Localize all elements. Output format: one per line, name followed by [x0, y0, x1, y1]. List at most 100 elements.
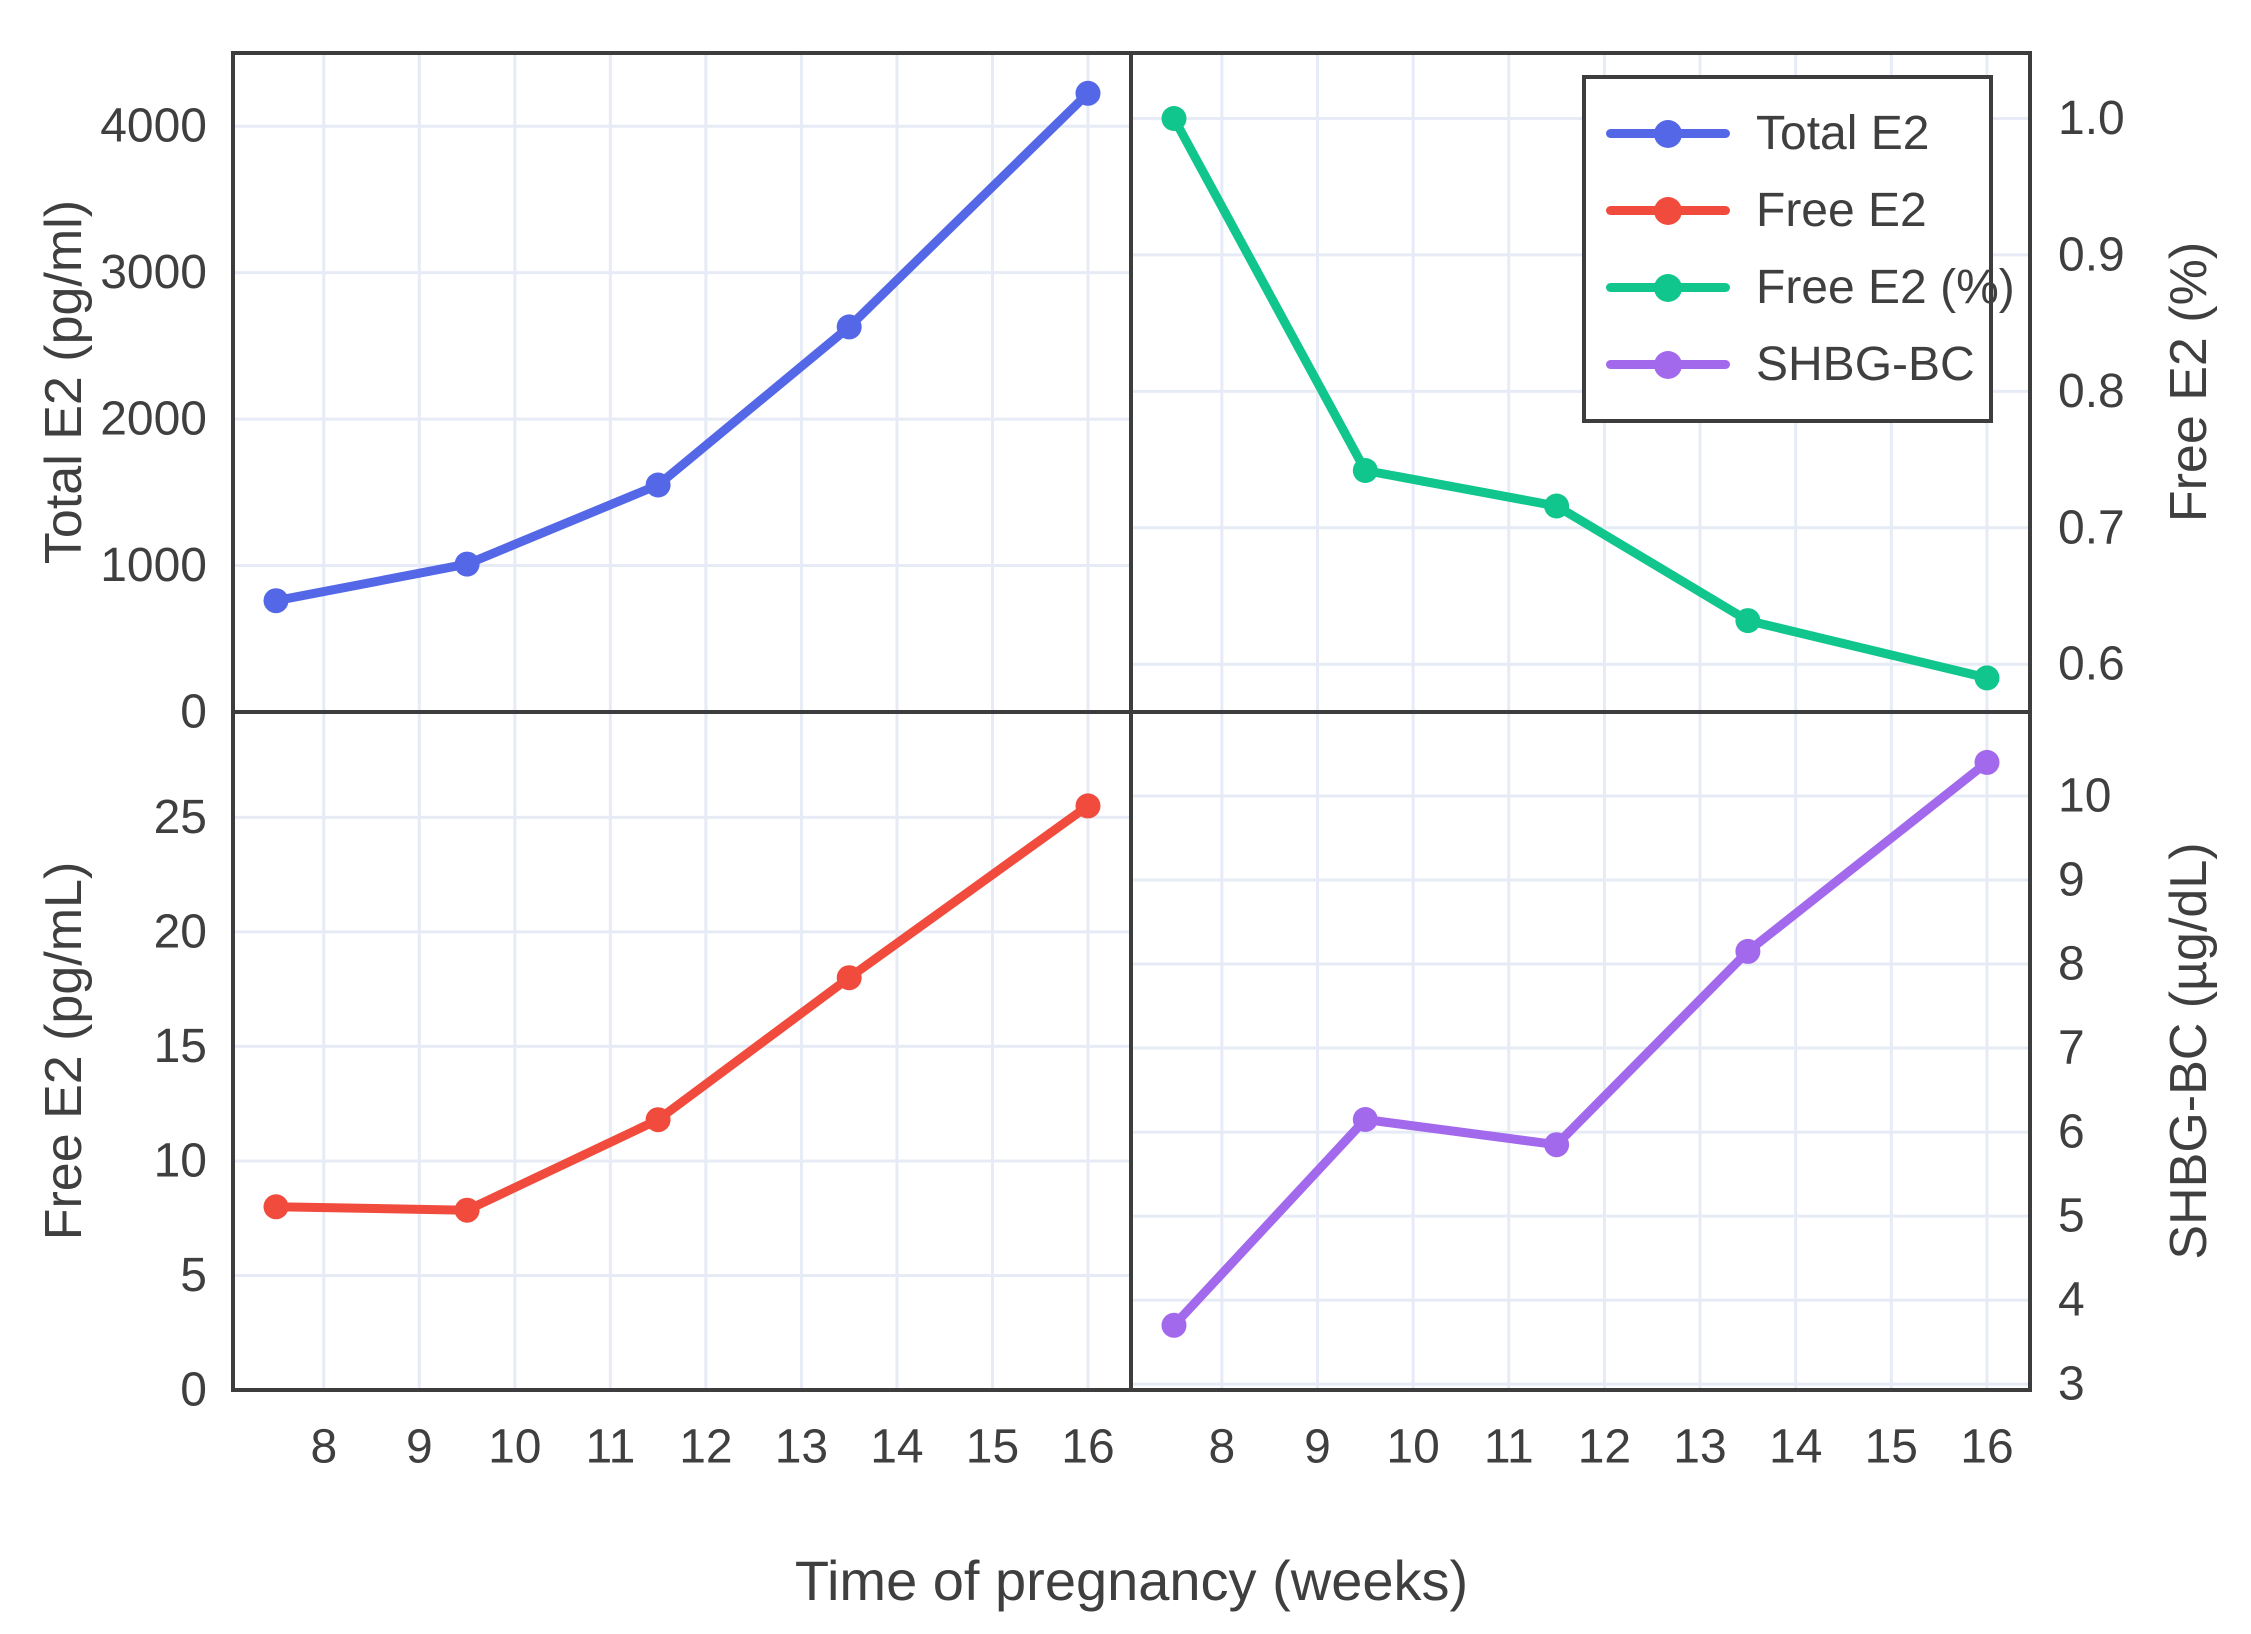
legend-label: SHBG-BC	[1756, 338, 1975, 391]
y-tick-label: 4	[2058, 1274, 2085, 1327]
y-tick-label: 3000	[100, 246, 207, 299]
y-tick-label: 6	[2058, 1106, 2085, 1159]
panel-border	[231, 51, 1133, 714]
y-tick-label: 1000	[100, 539, 207, 592]
y-tick-label: 15	[154, 1020, 207, 1073]
y-tick-label: 10	[2058, 770, 2111, 823]
y-tick-label: 25	[154, 791, 207, 844]
gridlines	[233, 53, 1131, 714]
y-tick-labels: 0 5 10 15 20 25	[154, 791, 207, 1417]
x-tick-label: 13	[775, 1421, 828, 1474]
legend-label: Total E2	[1756, 107, 1930, 160]
y-tick-labels: 0.6 0.7 0.8 0.9 1.0	[2058, 92, 2125, 691]
y-tick-label: 8	[2058, 938, 2085, 991]
legend-item-free-e2-percent: Free E2 (%)	[1606, 260, 2015, 315]
data-point-shbg-bc	[1974, 749, 2000, 775]
y-tick-labels: 0 1000 2000 3000 4000	[100, 100, 207, 739]
y-tick-label: 0	[180, 1364, 207, 1417]
legend-line-sample	[1606, 119, 1730, 148]
data-point-shbg-bc	[1735, 938, 1761, 964]
data-point-free-e2-percent	[1974, 665, 2000, 691]
x-tick-label: 14	[1769, 1421, 1822, 1474]
y-axis-label-total-e2: Total E2 (pg/ml)	[35, 199, 93, 565]
x-tick-label: 16	[1061, 1421, 1114, 1474]
y-tick-label: 5	[2058, 1190, 2085, 1243]
gridlines	[233, 712, 1131, 1392]
y-tick-label: 3	[2058, 1358, 2085, 1411]
gridlines	[1131, 712, 2030, 1390]
x-tick-label: 16	[1960, 1421, 2013, 1474]
panel-shbg-bc: 3 4 5 6 7 8 9 10 8 9 10 11 12 13 14 15 16	[1131, 712, 2111, 1474]
panel-total-e2: 0 1000 2000 3000 4000	[100, 53, 1131, 739]
x-tick-label: 8	[310, 1421, 337, 1474]
y-tick-label: 1.0	[2058, 92, 2125, 145]
x-tick-label: 15	[966, 1421, 1019, 1474]
y-tick-label: 4000	[100, 100, 207, 153]
y-tick-label: 10	[154, 1134, 207, 1187]
legend-box: Total E2 Free E2 Free E2 (%) SHBG-BC	[1582, 75, 2015, 423]
legend-line-sample	[1606, 350, 1730, 379]
legend-label: Free E2 (%)	[1756, 261, 2015, 314]
data-point-free-e2-percent	[1544, 493, 1570, 519]
y-axis-label-shbg-bc: SHBG-BC (µg/dL)	[2160, 842, 2218, 1260]
x-tick-label: 14	[870, 1421, 923, 1474]
legend-label: Free E2	[1756, 184, 1927, 237]
x-tick-label: 12	[679, 1421, 732, 1474]
data-point-total-e2	[645, 472, 671, 498]
circle-marker-icon	[1654, 350, 1682, 379]
legend-line-sample	[1606, 273, 1730, 302]
x-tick-label: 9	[406, 1421, 433, 1474]
circle-marker-icon	[1654, 196, 1682, 225]
series-line-total-e2	[271, 88, 1093, 606]
legend-item-free-e2: Free E2	[1606, 183, 1981, 238]
data-point-shbg-bc	[1544, 1132, 1570, 1158]
legend-item-shbg-bc: SHBG-BC	[1606, 337, 1981, 392]
x-axis-label: Time of pregnancy (weeks)	[794, 1549, 1469, 1612]
legend-line-sample	[1606, 196, 1730, 225]
data-point-total-e2	[836, 314, 862, 340]
x-tick-labels: 8 9 10 11 12 13 14 15 16	[1209, 1421, 2014, 1474]
x-tick-label: 9	[1304, 1421, 1331, 1474]
circle-marker-icon	[1654, 119, 1682, 148]
panel-free-e2: 0 5 10 15 20 25 8 9 10 11 12 13 14 15 16	[154, 712, 1131, 1474]
data-point-free-e2-percent	[1352, 458, 1378, 483]
y-tick-labels: 3 4 5 6 7 8 9 10	[2058, 770, 2111, 1411]
data-point-shbg-bc	[1352, 1107, 1378, 1132]
circle-marker-icon	[1654, 273, 1682, 302]
x-tick-label: 11	[585, 1421, 635, 1474]
data-point-free-e2	[263, 1194, 289, 1220]
y-tick-label: 9	[2058, 854, 2085, 907]
data-point-free-e2	[836, 965, 862, 991]
data-point-total-e2	[1075, 80, 1101, 106]
y-tick-label: 0.6	[2058, 638, 2125, 691]
x-tick-label: 13	[1673, 1421, 1726, 1474]
y-tick-label: 5	[180, 1249, 207, 1302]
x-tick-label: 11	[1484, 1421, 1534, 1474]
x-tick-label: 10	[1386, 1421, 1439, 1474]
x-tick-label: 8	[1209, 1421, 1236, 1474]
data-point-free-e2-percent	[1161, 106, 1187, 131]
panel-border	[231, 710, 1133, 1392]
series-line-free-e2	[271, 801, 1093, 1215]
y-tick-label: 7	[2058, 1022, 2085, 1075]
x-tick-label: 15	[1865, 1421, 1918, 1474]
panel-border	[1129, 710, 2032, 1392]
x-tick-labels: 8 9 10 11 12 13 14 15 16	[310, 1421, 1114, 1474]
data-point-total-e2	[454, 551, 480, 577]
y-axis-label-free-e2: Free E2 (pg/mL)	[35, 861, 93, 1241]
y-axis-label-free-e2-percent: Free E2 (%)	[2160, 241, 2218, 523]
x-tick-label: 10	[488, 1421, 541, 1474]
data-point-shbg-bc	[1161, 1312, 1187, 1338]
y-tick-label: 0.8	[2058, 365, 2125, 418]
data-point-free-e2	[454, 1197, 480, 1223]
x-tick-label: 12	[1578, 1421, 1631, 1474]
data-point-free-e2	[645, 1107, 671, 1133]
data-point-free-e2	[1075, 793, 1101, 819]
y-tick-label: 20	[154, 905, 207, 958]
data-point-total-e2	[263, 588, 289, 614]
y-tick-label: 0.7	[2058, 501, 2125, 554]
y-tick-label: 2000	[100, 393, 207, 446]
legend-item-total-e2: Total E2	[1606, 106, 1981, 161]
